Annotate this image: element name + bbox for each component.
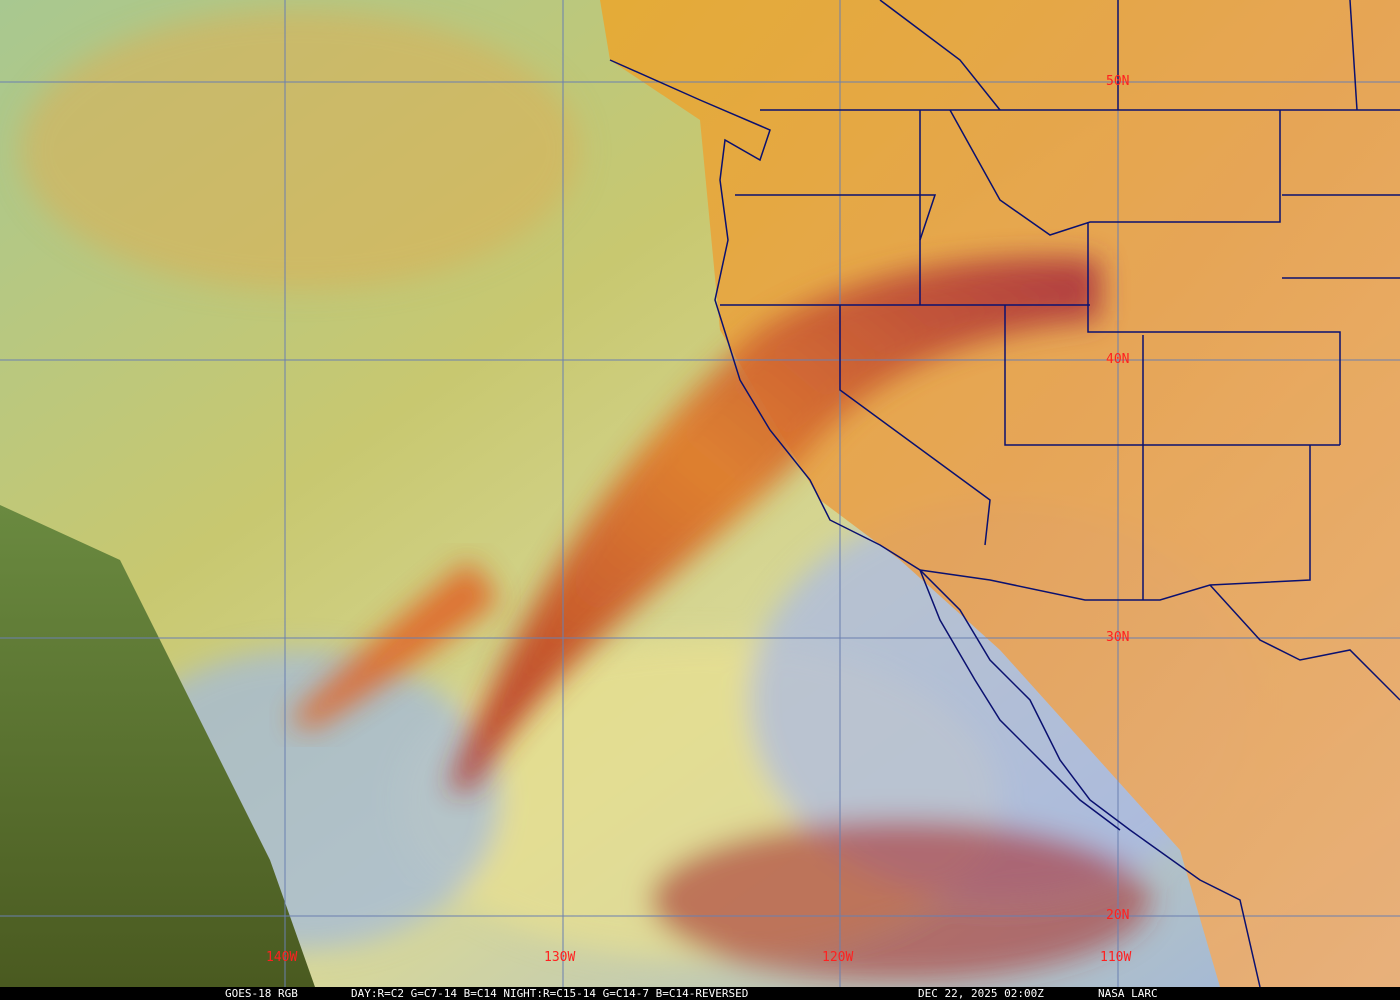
lon-label-130w: 130W <box>544 950 575 965</box>
latitude-labels: 50N 40N 30N 20N <box>1106 74 1129 923</box>
credit: NASA LARC <box>1098 987 1158 1000</box>
satellite-name: GOES-18 RGB <box>225 987 298 1000</box>
lon-label-140w: 140W <box>266 950 297 965</box>
lat-label-50n: 50N <box>1106 74 1129 89</box>
lat-label-20n: 20N <box>1106 908 1129 923</box>
cloud-streak <box>290 560 500 730</box>
lon-label-110w: 110W <box>1100 950 1131 965</box>
political-borders <box>609 0 1400 987</box>
lat-label-40n: 40N <box>1106 352 1129 367</box>
timestamp: DEC 22, 2025 02:00Z <box>918 987 1044 1000</box>
image-caption-bar: GOES-18 RGB DAY:R=C2 G=C7-14 B=C14 NIGHT… <box>0 987 1400 1000</box>
continent-cloud-cover <box>600 0 1400 987</box>
night-side-region <box>0 505 315 987</box>
atmospheric-river-band <box>450 258 1100 790</box>
lon-label-120w: 120W <box>822 950 853 965</box>
product-description: DAY:R=C2 G=C7-14 B=C14 NIGHT:R=C15-14 G=… <box>351 987 749 1000</box>
longitude-labels: 140W 130W 120W 110W <box>266 950 1131 965</box>
lat-label-30n: 30N <box>1106 630 1129 645</box>
